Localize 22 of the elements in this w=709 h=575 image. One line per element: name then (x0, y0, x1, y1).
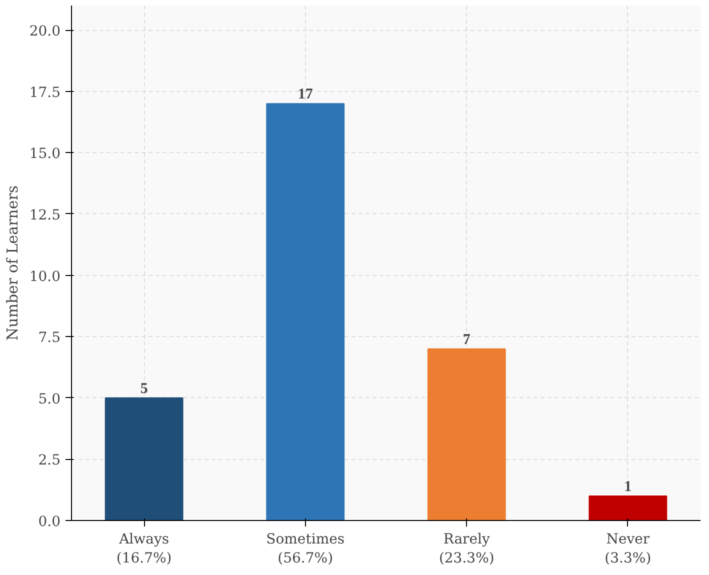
y-tick-label: 7.5 (38, 330, 60, 346)
data-label: 1 (624, 478, 632, 495)
x-tick-label: Never (3.3%) (604, 532, 652, 567)
bar (588, 495, 668, 520)
data-label: 17 (298, 86, 314, 103)
x-tick-label: Always (16.7%) (116, 532, 172, 567)
bar (266, 103, 345, 520)
y-tick-label: 0.0 (38, 514, 60, 530)
x-tick-label: Rarely (23.3%) (438, 532, 494, 567)
y-tick-label: 12.5 (29, 207, 60, 224)
y-tick-label: 15.0 (29, 146, 60, 162)
y-tick-label: 17.5 (29, 84, 60, 101)
y-axis-title: Number of Learners (3, 185, 22, 341)
bar (427, 348, 506, 520)
data-label: 5 (140, 380, 148, 397)
y-tick-label: 5.0 (38, 391, 60, 408)
data-label: 7 (462, 332, 471, 348)
y-tick-label: 20.0 (29, 24, 60, 40)
bar (104, 397, 184, 520)
y-tick-label: 2.5 (38, 452, 60, 469)
x-tick-label: Sometimes (56.7%) (266, 532, 345, 567)
y-tick-label: 10.0 (29, 268, 60, 285)
